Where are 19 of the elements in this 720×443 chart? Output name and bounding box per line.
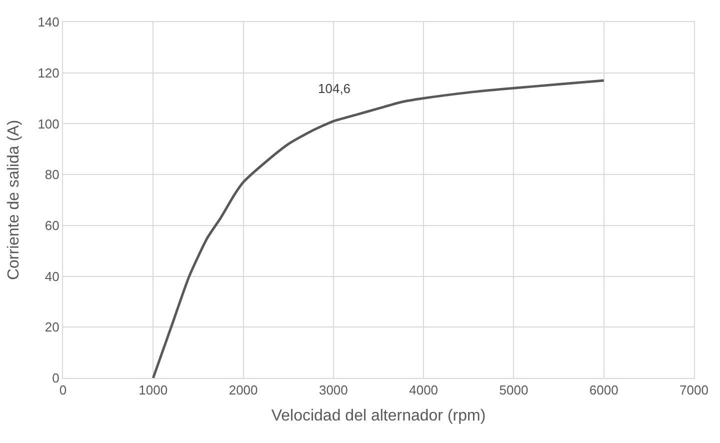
x-tick-label: 5000	[499, 382, 528, 398]
annotation: 104,6	[318, 81, 351, 96]
y-tick-label: 140	[38, 14, 60, 30]
x-tick-label: 7000	[680, 382, 708, 398]
x-tick-label: 6000	[589, 382, 618, 398]
y-tick-label: 100	[38, 116, 60, 132]
y-tick-label: 80	[44, 167, 60, 182]
y-tick-label: 40	[44, 268, 60, 284]
x-tick-label: 4000	[409, 382, 438, 398]
y-tick-label: 120	[38, 65, 60, 80]
y-tick-label: 60	[44, 218, 60, 233]
y-tick-label: 20	[44, 320, 60, 335]
x-axis-title: Velocidad del alternador (rpm)	[271, 407, 486, 424]
x-tick-label: 3000	[318, 382, 348, 398]
line-series	[152, 79, 606, 378]
y-axis-title: Corriente de salida (A)	[6, 120, 23, 280]
x-tick-label: 1000	[138, 382, 168, 398]
x-tick-label: 2000	[228, 382, 258, 398]
y-tick-label: 0	[52, 370, 60, 386]
